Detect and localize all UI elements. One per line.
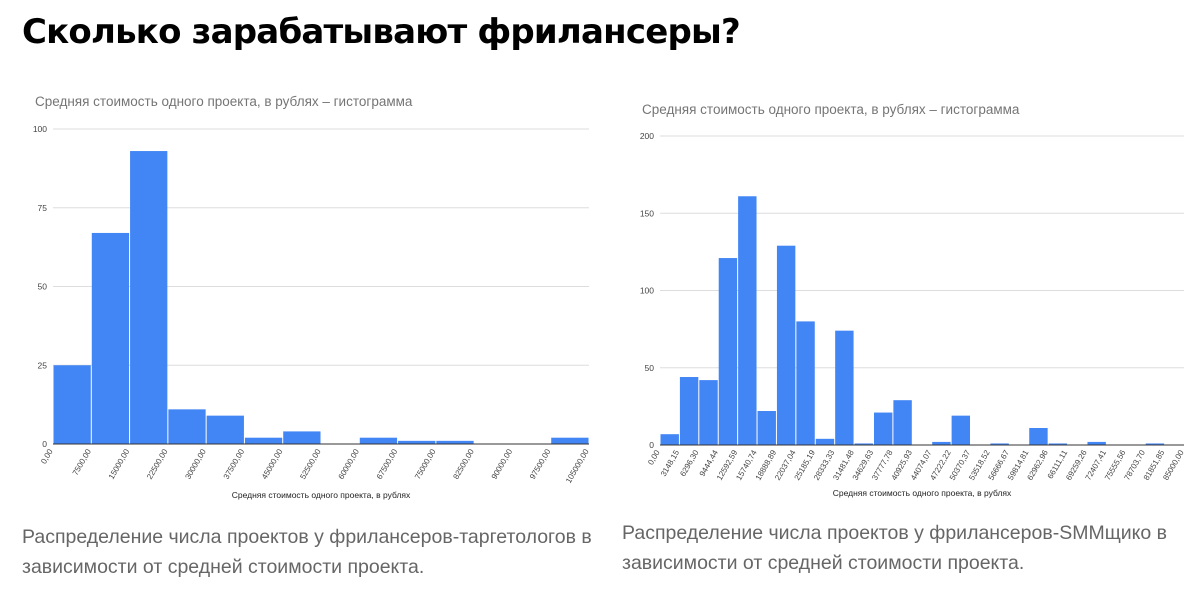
chart-title: Средняя стоимость одного проекта, в рубл… — [35, 94, 413, 109]
caption-targetologists: Распределение числа проектов у фрилансер… — [22, 526, 592, 578]
y-tick-label: 150 — [640, 208, 654, 218]
y-tick-label: 75 — [38, 203, 48, 213]
x-tick-label: 15000,00 — [107, 447, 132, 481]
histogram-bar — [398, 440, 436, 444]
histogram-bar — [815, 438, 835, 445]
x-tick-label: 60000,00 — [337, 447, 362, 481]
x-tick-label: 0,00 — [646, 448, 662, 466]
histogram-bar — [244, 437, 283, 444]
x-axis-label: Средняя стоимость одного проекта, в рубл… — [232, 490, 411, 500]
histogram-bar — [776, 245, 796, 445]
y-tick-label: 25 — [38, 360, 48, 370]
histogram-bar — [738, 196, 757, 445]
histogram-bar — [130, 151, 168, 445]
y-tick-label: 50 — [38, 282, 48, 292]
x-tick-label: 45000,00 — [260, 447, 285, 481]
histogram-bar — [679, 377, 699, 445]
histogram-bar — [718, 258, 738, 445]
x-tick-label: 37500,00 — [222, 447, 247, 481]
histogram-bar — [551, 437, 589, 444]
x-tick-label: 52500,00 — [298, 447, 323, 481]
histogram-bar — [951, 415, 971, 445]
histogram-bar — [757, 411, 776, 445]
y-tick-label: 0 — [649, 440, 654, 450]
histogram-bar — [660, 434, 679, 445]
histogram-bar — [893, 400, 912, 445]
histogram-bar — [283, 431, 321, 444]
histogram-bar — [1048, 443, 1068, 445]
x-tick-label: 82500,00 — [451, 447, 476, 481]
y-tick-label: 0 — [42, 439, 47, 449]
histogram-bar — [699, 380, 718, 445]
caption-smm: Распределение числа проектов у фрилансер… — [622, 522, 1168, 574]
x-tick-label: 90000,00 — [490, 447, 515, 481]
x-tick-label: 97500,00 — [528, 447, 553, 481]
histogram-bar — [1145, 443, 1165, 445]
histogram-bar — [835, 330, 854, 445]
histogram-chart-targetologists: Средняя стоимость одного проекта, в рубл… — [33, 94, 591, 500]
histogram-smm: Средняя стоимость одного проекта, в рубл… — [602, 86, 1204, 516]
histogram-bar — [873, 412, 893, 445]
x-tick-label: 0,00 — [39, 447, 55, 465]
x-tick-label: 105000,00 — [564, 447, 591, 485]
histogram-bar — [796, 321, 815, 445]
x-tick-label: 75000,00 — [413, 447, 438, 481]
y-tick-label: 100 — [640, 286, 654, 296]
y-tick-label: 100 — [33, 124, 47, 134]
x-tick-label: 67500,00 — [375, 447, 400, 481]
x-tick-label: 7500,00 — [71, 447, 94, 477]
x-tick-label: 30000,00 — [183, 447, 208, 481]
x-axis-label: Средняя стоимость одного проекта, в рубл… — [833, 488, 1012, 498]
histogram-targetologists: Средняя стоимость одного проекта, в рубл… — [0, 80, 602, 510]
histogram-bar — [53, 365, 91, 444]
page-title: Сколько зарабатывают фрилансеры? — [22, 12, 741, 52]
histogram-bar — [359, 437, 398, 444]
histogram-bar — [91, 232, 130, 444]
histogram-bar — [854, 443, 873, 445]
x-tick-label: 22500,00 — [145, 447, 170, 481]
histogram-bar — [1029, 428, 1048, 445]
histogram-chart-smm: Средняя стоимость одного проекта, в рубл… — [640, 102, 1186, 498]
histogram-bar — [932, 441, 951, 445]
histogram-bar — [436, 440, 474, 444]
y-tick-label: 200 — [640, 131, 654, 141]
histogram-bar — [206, 415, 244, 444]
histogram-bar — [1087, 441, 1106, 445]
histogram-bar — [168, 409, 206, 444]
chart-title: Средняя стоимость одного проекта, в рубл… — [642, 102, 1020, 117]
histogram-bar — [990, 443, 1009, 445]
y-tick-label: 50 — [645, 363, 655, 373]
